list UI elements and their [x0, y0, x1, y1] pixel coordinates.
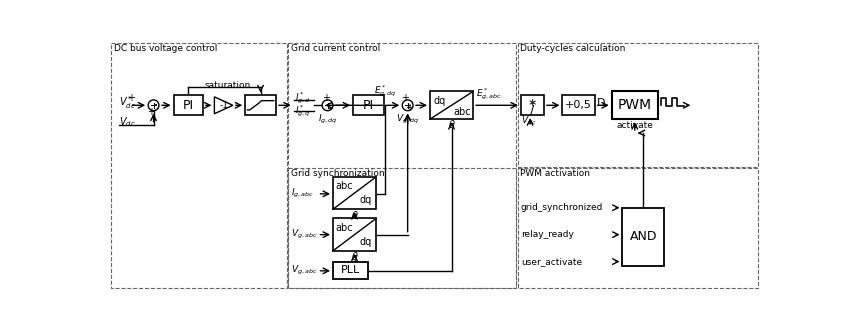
Text: +: + [400, 93, 409, 103]
Text: PI: PI [182, 99, 193, 112]
Text: PWM activation: PWM activation [520, 169, 590, 178]
Bar [288, 168, 516, 288]
Text: $\ast$: $\ast$ [527, 97, 538, 108]
Bar [245, 95, 276, 115]
Text: $I_{g,q}^*$: $I_{g,q}^*$ [295, 104, 311, 119]
Text: AND: AND [629, 230, 657, 243]
Text: $V_{dc}^*$: $V_{dc}^*$ [119, 94, 136, 111]
Text: /: / [530, 103, 534, 117]
Text: relay_ready: relay_ready [521, 230, 574, 239]
Bar [518, 43, 758, 167]
Text: activate: activate [616, 121, 653, 130]
Polygon shape [215, 97, 233, 114]
Text: abc: abc [335, 181, 353, 191]
Text: +: + [405, 103, 413, 113]
Text: +: + [148, 107, 155, 117]
Text: $\theta$: $\theta$ [350, 250, 359, 262]
Text: PI: PI [363, 99, 374, 112]
Text: $\theta$: $\theta$ [350, 209, 359, 221]
Text: DC bus voltage control: DC bus voltage control [114, 44, 217, 53]
Circle shape [148, 100, 159, 111]
Text: dq: dq [360, 195, 371, 205]
Bar [353, 95, 384, 115]
Text: user_activate: user_activate [521, 257, 582, 266]
Bar [333, 177, 376, 209]
Bar [622, 208, 664, 266]
Bar [518, 168, 758, 288]
Text: $V_{dc}$: $V_{dc}$ [119, 115, 136, 129]
Bar [611, 91, 658, 119]
Text: $I_{g,d}^*$: $I_{g,d}^*$ [295, 91, 311, 106]
Text: grid_synchronized: grid_synchronized [521, 203, 603, 212]
Text: +: + [322, 93, 330, 103]
Bar [562, 95, 594, 115]
Text: abc: abc [335, 223, 353, 233]
Text: saturation: saturation [204, 81, 251, 90]
Bar [430, 91, 473, 119]
Text: dq: dq [433, 96, 445, 106]
Text: dq: dq [360, 237, 371, 247]
Text: $E_{g,abc}^*$: $E_{g,abc}^*$ [477, 87, 502, 102]
Text: Duty-cycles calculation: Duty-cycles calculation [520, 44, 626, 53]
Text: +: + [127, 93, 135, 103]
Text: -: - [327, 103, 331, 113]
Text: Grid synchronization: Grid synchronization [291, 169, 384, 178]
Text: -: - [153, 99, 157, 109]
Circle shape [402, 100, 413, 111]
Text: PLL: PLL [341, 265, 360, 275]
Bar [288, 43, 516, 288]
Text: +0,5: +0,5 [565, 100, 592, 110]
Text: $V_{g,dq}$: $V_{g,dq}$ [396, 113, 419, 126]
Text: -1: -1 [219, 101, 228, 110]
Bar [174, 95, 203, 115]
Bar [521, 95, 544, 115]
Text: $I_{g,abc}$: $I_{g,abc}$ [292, 187, 315, 201]
Text: $E_{g,dq}^*$: $E_{g,dq}^*$ [374, 84, 397, 99]
Text: $V_{g,abc}$: $V_{g,abc}$ [292, 264, 318, 278]
Bar [333, 262, 368, 279]
Text: abc: abc [454, 107, 471, 117]
Text: $V_{dc}$: $V_{dc}$ [521, 115, 537, 127]
Circle shape [322, 100, 333, 111]
Bar [333, 218, 376, 251]
Text: Grid current control: Grid current control [291, 44, 380, 53]
Text: $\theta$: $\theta$ [448, 118, 455, 130]
Text: $I_{g,dq}$: $I_{g,dq}$ [318, 113, 338, 126]
Text: D: D [597, 98, 605, 108]
Bar [111, 43, 287, 288]
Text: PWM: PWM [617, 98, 652, 112]
Text: $V_{g,abc}$: $V_{g,abc}$ [292, 228, 318, 241]
